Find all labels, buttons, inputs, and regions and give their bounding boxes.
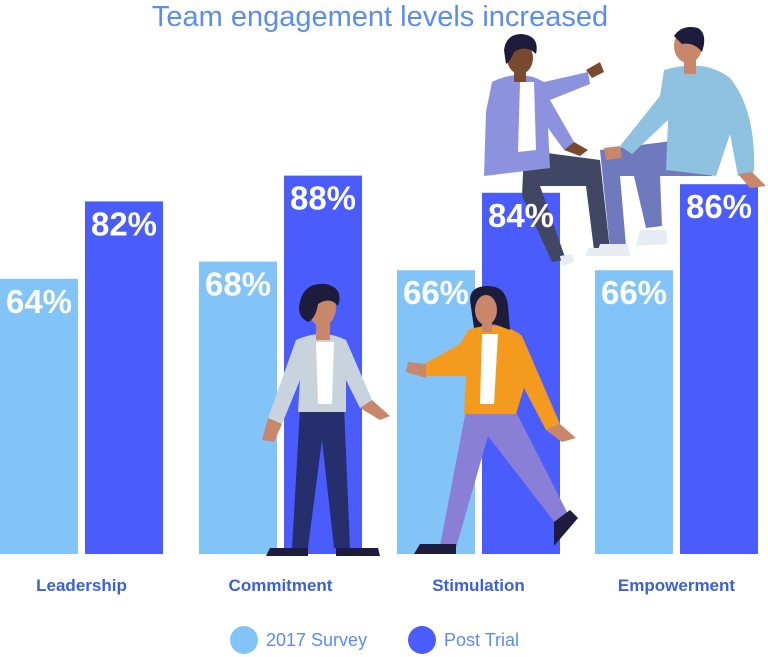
- legend-swatch-2017-survey: [230, 626, 258, 654]
- category-label-commitment: Commitment: [229, 576, 333, 595]
- category-label-stimulation: Stimulation: [432, 576, 525, 595]
- bar-post-trial-leadership: [85, 201, 163, 554]
- value-label-2017-survey-empowerment: 66%: [601, 274, 667, 311]
- bar-2017-survey-commitment: [199, 261, 277, 554]
- value-label-2017-survey-leadership: 64%: [6, 283, 72, 320]
- legend-label-2017-survey: 2017 Survey: [266, 630, 367, 650]
- seated-man: [484, 34, 610, 266]
- category-label-empowerment: Empowerment: [618, 576, 735, 595]
- standing-man: [262, 283, 390, 556]
- people-illustration: [262, 27, 766, 556]
- value-label-post-trial-leadership: 82%: [91, 205, 157, 242]
- walking-woman: [406, 286, 578, 554]
- bar-2017-survey-leadership: [0, 278, 78, 554]
- chart-title: Team engagement levels increased: [152, 1, 608, 33]
- bar-2017-survey-empowerment: [595, 270, 673, 554]
- legend: 2017 Survey Post Trial: [230, 626, 519, 654]
- value-label-2017-survey-commitment: 68%: [205, 266, 271, 303]
- bar-post-trial-empowerment: [680, 184, 758, 554]
- value-label-post-trial-empowerment: 86%: [686, 188, 752, 225]
- value-label-2017-survey-stimulation: 66%: [403, 274, 469, 311]
- legend-label-post-trial: Post Trial: [444, 630, 519, 650]
- seated-person: [596, 27, 766, 256]
- value-label-post-trial-stimulation: 84%: [488, 197, 554, 234]
- value-label-post-trial-commitment: 88%: [290, 180, 356, 217]
- category-labels: Leadership Commitment Stimulation Empowerme…: [36, 576, 735, 595]
- value-labels: 64% 68% 66% 66% 82% 88% 84% 86%: [6, 180, 752, 320]
- category-label-leadership: Leadership: [36, 576, 127, 595]
- legend-swatch-post-trial: [408, 626, 436, 654]
